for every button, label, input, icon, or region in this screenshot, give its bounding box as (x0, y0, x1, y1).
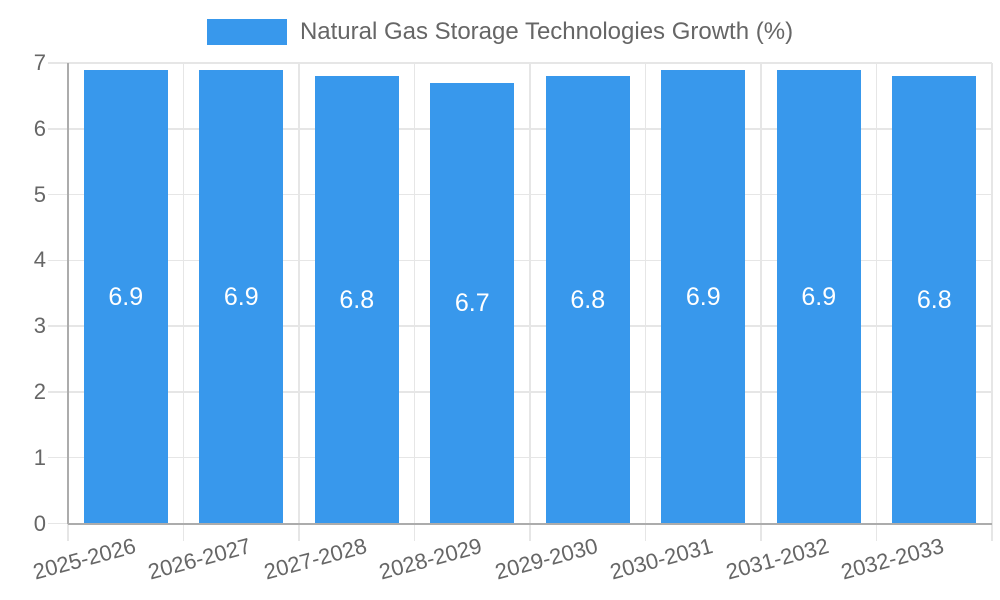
bar[interactable] (314, 76, 399, 524)
gridline (413, 63, 416, 541)
gridline (760, 63, 762, 541)
axis-tick (67, 523, 69, 541)
x-axis-label: 2025-2026 (29, 533, 138, 585)
gridline (48, 456, 992, 459)
y-axis-label: 2 (33, 378, 46, 404)
x-axis-label: 2028-2029 (376, 533, 485, 585)
y-axis-line (67, 63, 69, 524)
y-axis-label: 0 (33, 510, 46, 536)
x-axis-label: 2030-2031 (607, 533, 716, 585)
x-axis-label: 2031-2032 (722, 533, 831, 585)
gridline (48, 62, 992, 64)
gridline (298, 63, 300, 541)
chart-legend[interactable]: Natural Gas Storage Technologies Growth … (0, 18, 1000, 45)
bar-value-label: 6.9 (685, 282, 721, 311)
legend-swatch-icon (206, 19, 287, 45)
bar[interactable] (430, 82, 515, 524)
bar[interactable] (776, 69, 861, 524)
y-axis-label: 1 (33, 444, 46, 470)
bar-value-label: 6.9 (223, 282, 259, 311)
x-axis-label: 2027-2028 (260, 533, 369, 585)
gridline (48, 325, 992, 327)
y-axis-label: 5 (33, 181, 46, 207)
legend-label: Natural Gas Storage Technologies Growth … (299, 18, 794, 45)
y-axis-label: 4 (33, 247, 46, 273)
gridline (529, 63, 531, 541)
gridline (48, 128, 992, 130)
x-axis-label: 2032-2033 (838, 533, 947, 585)
y-axis-label: 3 (33, 313, 46, 339)
gridline (875, 63, 878, 541)
gridline (991, 63, 993, 541)
y-axis-label: 7 (33, 50, 46, 75)
gridline (48, 193, 992, 196)
bar-value-label: 6.7 (454, 289, 490, 318)
bar-value-label: 6.8 (916, 285, 952, 314)
y-axis-label: 6 (33, 115, 46, 141)
bar[interactable] (892, 76, 977, 524)
bar[interactable] (199, 69, 284, 524)
gridline (644, 63, 647, 541)
bar-value-label: 6.9 (801, 282, 837, 311)
bar[interactable] (83, 69, 168, 524)
x-axis-label: 2029-2030 (491, 533, 600, 585)
x-axis-label: 2026-2027 (145, 533, 254, 585)
gridline (48, 259, 992, 262)
gridline (48, 391, 992, 393)
bar-value-label: 6.8 (339, 285, 375, 314)
bar[interactable] (545, 76, 630, 524)
gridline (182, 63, 185, 541)
bar[interactable] (661, 69, 746, 524)
x-axis-line (68, 522, 992, 525)
bar-value-label: 6.8 (570, 285, 606, 314)
bar-value-label: 6.9 (108, 282, 144, 311)
